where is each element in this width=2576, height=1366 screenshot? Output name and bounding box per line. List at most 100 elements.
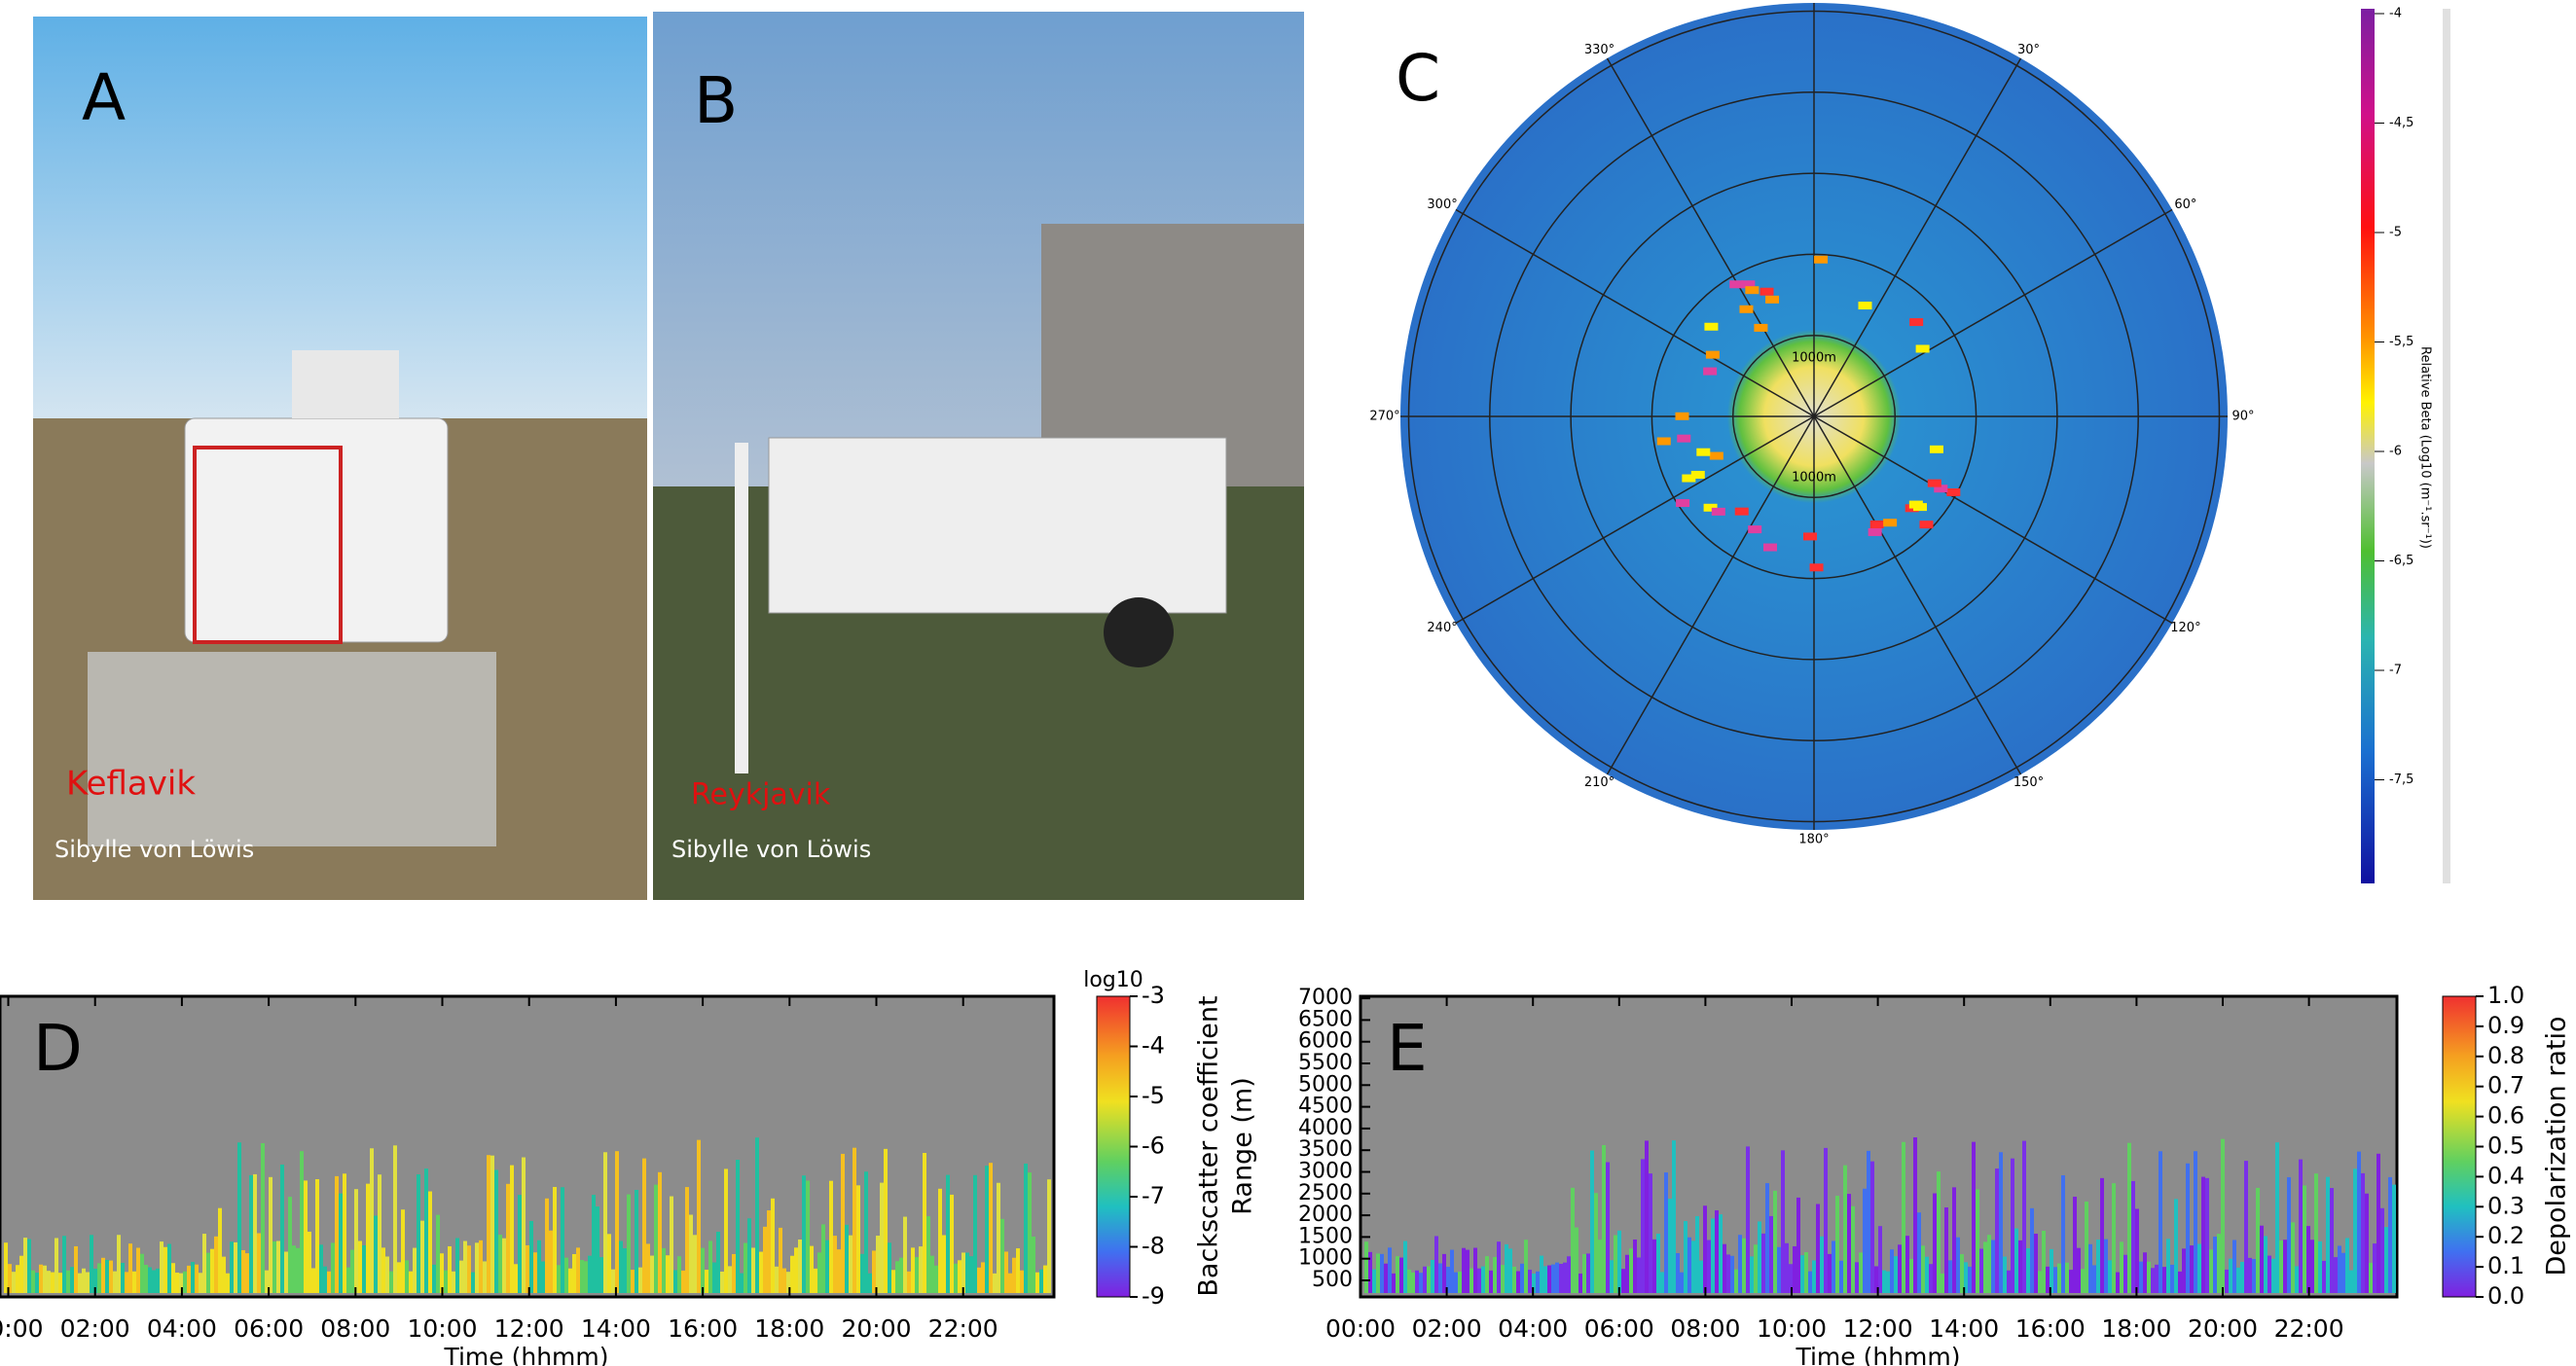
- signal-strip: [973, 1174, 977, 1293]
- signal-strip: [1695, 1216, 1699, 1293]
- site-name: Keflavik: [66, 765, 196, 804]
- colorbar-tick-label: 0.4: [2487, 1162, 2524, 1189]
- signal-strip: [2065, 1262, 2069, 1293]
- colorbar-tick-label: -4: [1142, 1032, 1165, 1060]
- x-tick-label: 22:00: [2274, 1314, 2344, 1343]
- signal-strip: [2341, 1252, 2345, 1293]
- signal-strip: [1532, 1273, 1536, 1293]
- signal-strip: [444, 1270, 448, 1293]
- signal-strip: [459, 1260, 463, 1293]
- signal-strip: [2291, 1222, 2295, 1293]
- signal-strip: [1633, 1239, 1637, 1293]
- signal-strip: [405, 1260, 409, 1293]
- signal-strip: [1012, 1257, 1016, 1293]
- signal-strip: [650, 1255, 654, 1293]
- signal-strip: [2260, 1225, 2264, 1293]
- signal-strip: [1719, 1214, 1723, 1293]
- signal-strip: [989, 1163, 993, 1293]
- signal-strip: [2131, 1180, 2135, 1293]
- signal-strip: [2096, 1240, 2100, 1293]
- colorbar-tick-label: -3: [1142, 982, 1165, 1009]
- echo-patch: [1690, 470, 1705, 479]
- signal-strip: [1855, 1262, 1859, 1293]
- signal-strip: [385, 1256, 389, 1293]
- x-tick-label: 22:00: [928, 1314, 998, 1343]
- signal-strip: [420, 1220, 424, 1293]
- signal-strip: [1039, 1269, 1043, 1293]
- signal-strip: [1481, 1266, 1485, 1293]
- signal-strip: [635, 1190, 638, 1293]
- panel-label: A: [82, 60, 126, 135]
- signal-strip: [1878, 1226, 1882, 1293]
- signal-strip: [261, 1142, 265, 1293]
- signal-strip: [751, 1247, 755, 1293]
- signal-strip: [899, 1257, 903, 1293]
- signal-strip: [1711, 1218, 1715, 1293]
- signal-strip: [2194, 1151, 2197, 1293]
- signal-strip: [417, 1174, 420, 1293]
- signal-strip: [1469, 1268, 1473, 1293]
- x-tick-label: 18:00: [2101, 1314, 2171, 1343]
- signal-strip: [397, 1262, 401, 1293]
- signal-strip: [1960, 1254, 1964, 1293]
- signal-strip: [288, 1197, 292, 1293]
- signal-strip: [2369, 1263, 2373, 1293]
- signal-strip: [78, 1273, 82, 1293]
- signal-strip: [1703, 1205, 1707, 1293]
- signal-strip: [1645, 1140, 1649, 1293]
- x-tick-label: 08:00: [1670, 1314, 1740, 1343]
- signal-strip: [1399, 1257, 1403, 1293]
- echo-patch: [1760, 287, 1774, 296]
- signal-strip: [1384, 1263, 1388, 1293]
- signal-strip: [2322, 1260, 2326, 1293]
- signal-strip: [74, 1245, 78, 1293]
- signal-strip: [977, 1267, 981, 1293]
- signal-strip: [689, 1214, 693, 1293]
- signal-strip: [16, 1265, 19, 1293]
- x-tick-label: 00:00: [0, 1314, 44, 1343]
- signal-strip: [1812, 1260, 1816, 1293]
- signal-strip: [790, 1255, 794, 1293]
- signal-strip: [1758, 1221, 1761, 1293]
- signal-strip: [1571, 1187, 1575, 1293]
- signal-strip: [1493, 1256, 1497, 1293]
- echo-patch: [1869, 520, 1884, 528]
- concrete-base: [88, 652, 496, 846]
- signal-strip: [923, 1152, 926, 1293]
- signal-strip: [829, 1180, 833, 1293]
- signal-strip: [864, 1171, 868, 1293]
- signal-strip: [237, 1142, 241, 1293]
- angle-label: 270°: [1369, 410, 1399, 424]
- signal-strip: [1684, 1221, 1687, 1293]
- signal-strip: [2303, 1185, 2306, 1293]
- signal-strip: [693, 1235, 697, 1293]
- x-tick-label: 04:00: [147, 1314, 217, 1343]
- y-tick-label: 7000: [1298, 986, 1353, 1010]
- signal-strip: [1520, 1263, 1524, 1293]
- x-tick-label: 12:00: [1843, 1314, 1913, 1343]
- signal-strip: [736, 1160, 740, 1293]
- y-tick-label: 3000: [1298, 1160, 1353, 1184]
- colorbar-tick-label: -6: [1142, 1132, 1165, 1160]
- signal-strip: [1754, 1244, 1758, 1293]
- signal-strip: [1785, 1242, 1789, 1293]
- signal-strip: [1941, 1273, 1944, 1293]
- signal-strip: [2104, 1239, 2108, 1293]
- signal-strip: [1933, 1193, 1937, 1293]
- signal-strip: [506, 1183, 510, 1293]
- signal-strip: [1501, 1265, 1505, 1293]
- signal-strip: [642, 1158, 646, 1293]
- signal-strip: [1656, 1234, 1660, 1293]
- signal-strip: [1824, 1147, 1828, 1293]
- signal-strip: [997, 1182, 1000, 1293]
- signal-strip: [1808, 1271, 1812, 1293]
- signal-strip: [782, 1268, 786, 1293]
- signal-strip: [860, 1253, 864, 1293]
- colorbar-tick-label: -4: [2389, 7, 2402, 21]
- signal-strip: [2026, 1248, 2030, 1293]
- echo-patch: [1703, 503, 1718, 512]
- signal-strip: [1551, 1264, 1555, 1293]
- signal-strip: [872, 1250, 876, 1293]
- echo-patch: [1676, 499, 1690, 508]
- signal-strip: [2392, 1184, 2396, 1293]
